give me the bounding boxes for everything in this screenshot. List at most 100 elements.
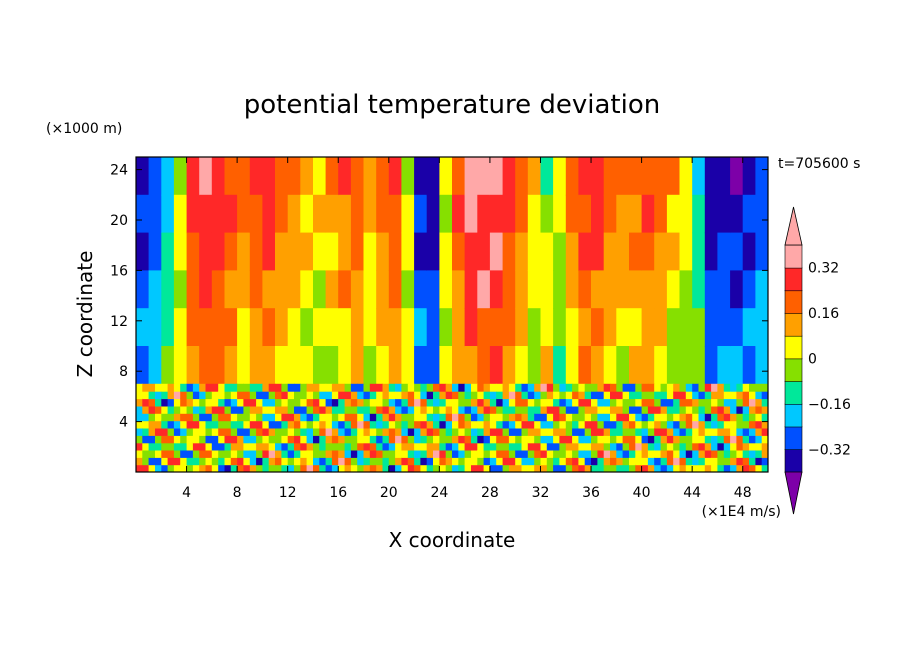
turbulent-cell	[313, 413, 320, 422]
turbulent-cell	[218, 383, 226, 392]
turbulent-cell	[546, 383, 554, 392]
contour-cell	[325, 346, 339, 385]
turbulent-cell	[186, 398, 194, 407]
turbulent-cell	[205, 405, 213, 414]
turbulent-cell	[426, 435, 434, 444]
turbulent-cell	[211, 420, 219, 429]
turbulent-cell	[262, 413, 270, 422]
turbulent-cell	[622, 420, 630, 429]
contour-cell	[439, 194, 453, 234]
turbulent-cell	[414, 435, 421, 444]
turbulent-cell	[723, 420, 731, 429]
turbulent-cell	[685, 435, 693, 444]
turbulent-cell	[313, 427, 320, 436]
turbulent-cell	[483, 464, 491, 472]
turbulent-cell	[452, 427, 459, 436]
contour-cell	[211, 157, 225, 196]
contour-cell	[679, 157, 693, 196]
turbulent-cell	[755, 413, 763, 422]
turbulent-cell	[660, 383, 668, 392]
turbulent-cell	[496, 457, 504, 466]
turbulent-cell	[401, 398, 409, 407]
turbulent-cell	[761, 391, 768, 400]
turbulent-cell	[395, 398, 402, 407]
turbulent-cell	[401, 464, 409, 472]
turbulent-cell	[723, 398, 731, 407]
contour-cell	[742, 308, 756, 347]
turbulent-cell	[502, 398, 510, 407]
turbulent-cell	[641, 464, 649, 472]
turbulent-cell	[148, 391, 156, 400]
turbulent-cell	[641, 383, 649, 392]
turbulent-cell	[597, 405, 605, 414]
turbulent-cell	[205, 457, 213, 466]
turbulent-cell	[730, 457, 737, 466]
turbulent-cell	[167, 398, 175, 407]
contour-cell	[755, 270, 768, 309]
turbulent-cell	[186, 442, 194, 451]
turbulent-cell	[660, 413, 668, 422]
turbulent-cell	[654, 442, 662, 451]
contour-cell	[464, 308, 478, 347]
turbulent-cell	[376, 398, 384, 407]
y-tick-label: 8	[119, 364, 128, 380]
contour-cell	[553, 157, 567, 196]
contour-cell	[300, 157, 314, 196]
turbulent-cell	[300, 449, 308, 458]
contour-cell	[363, 232, 377, 271]
turbulent-cell	[521, 457, 529, 466]
turbulent-cell	[199, 442, 207, 451]
turbulent-cell	[730, 449, 737, 458]
turbulent-cell	[155, 457, 162, 466]
turbulent-cell	[439, 427, 447, 436]
turbulent-cell	[395, 457, 402, 466]
turbulent-cell	[591, 464, 598, 472]
turbulent-cell	[230, 457, 238, 466]
turbulent-cell	[268, 442, 276, 451]
contour-cell	[565, 270, 579, 309]
turbulent-cell	[673, 383, 681, 392]
turbulent-cell	[433, 391, 440, 400]
turbulent-cell	[749, 398, 756, 407]
turbulent-cell	[350, 435, 358, 444]
turbulent-cell	[357, 457, 365, 466]
turbulent-cell	[603, 442, 611, 451]
contour-cell	[730, 232, 744, 271]
turbulent-cell	[471, 435, 478, 444]
turbulent-cell	[369, 435, 377, 444]
turbulent-cell	[363, 391, 371, 400]
turbulent-cell	[666, 398, 674, 407]
turbulent-cell	[439, 391, 447, 400]
turbulent-cell	[192, 427, 200, 436]
turbulent-cell	[325, 427, 333, 436]
turbulent-cell	[629, 413, 636, 422]
turbulent-cell	[761, 405, 768, 414]
turbulent-cell	[180, 420, 188, 429]
turbulent-cell	[534, 420, 542, 429]
turbulent-cell	[540, 383, 548, 392]
turbulent-cell	[306, 405, 314, 414]
contour-cell	[401, 232, 415, 271]
turbulent-cell	[369, 405, 377, 414]
turbulent-cell	[723, 442, 731, 451]
turbulent-cell	[508, 457, 516, 466]
turbulent-cell	[243, 398, 251, 407]
turbulent-cell	[559, 405, 567, 414]
turbulent-cell	[331, 391, 339, 400]
turbulent-cell	[426, 420, 434, 429]
turbulent-cell	[647, 442, 655, 451]
turbulent-cell	[155, 449, 162, 458]
contour-cell	[439, 232, 453, 271]
turbulent-cell	[515, 457, 523, 466]
turbulent-cell	[369, 442, 377, 451]
turbulent-cell	[711, 457, 718, 466]
turbulent-cell	[313, 383, 320, 392]
contour-cell	[616, 308, 630, 347]
turbulent-cell	[452, 391, 459, 400]
turbulent-cell	[603, 398, 611, 407]
turbulent-cell	[622, 413, 630, 422]
turbulent-cell	[685, 391, 693, 400]
contour-cell	[136, 346, 150, 385]
contour-cell	[249, 270, 263, 309]
turbulent-cell	[287, 383, 295, 392]
